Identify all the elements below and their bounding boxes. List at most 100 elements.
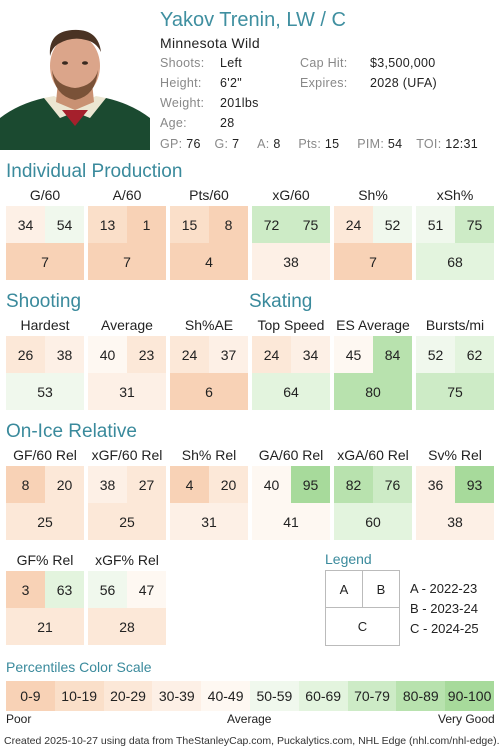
a-value: 8 [273, 137, 281, 151]
pim-value: 54 [387, 137, 403, 151]
metric-cell-ga-per-60-rel-c: 41 [252, 503, 330, 540]
metric-cell-top-speed-c: 64 [252, 373, 330, 410]
skating-title: Skating [249, 291, 313, 312]
metric-cell-xgf-per-60-rel-b: 27 [127, 466, 166, 503]
metric-cell-a-per-60-b: 1 [127, 206, 166, 243]
weight-label: Weight: [160, 96, 205, 110]
on-ice-relative-title: On-Ice Relative [6, 421, 137, 442]
legend-box-b: B [362, 570, 400, 608]
toi-value: 12:31 [445, 137, 479, 151]
metric-cell-top-speed-a: 24 [252, 336, 291, 373]
metric-header-xg-per-60: xG/60 [272, 187, 310, 203]
cap-value-row: $3,500,000 [370, 56, 436, 70]
metric-cell-gf-per-60-rel-c: 25 [6, 503, 84, 540]
metric-header-es-average: ES Average [336, 317, 410, 333]
metric-cell-gf-per-60-rel-b: 20 [45, 466, 84, 503]
metric-header-sv-pct-rel: Sv% Rel [428, 447, 482, 463]
g-value: 7 [232, 137, 240, 151]
metric-cell-pts-per-60-a: 15 [170, 206, 209, 243]
cap-label: Cap Hit: [300, 56, 348, 70]
scale-bin-6: 60-69 [298, 681, 348, 711]
age-label: Age: [160, 116, 187, 130]
metric-header-xga-per-60-rel: xGA/60 Rel [337, 447, 409, 463]
legend-box-c: C [325, 607, 400, 646]
individual-production-title: Individual Production [6, 161, 183, 182]
metric-cell-ga-per-60-rel-b: 95 [291, 466, 330, 503]
shoots-value-row: Left [220, 56, 242, 70]
age-row: Age: [160, 116, 187, 130]
metric-cell-xgf-pct-rel-b: 47 [127, 571, 166, 608]
metric-header-sh-pct-rel: Sh% Rel [181, 447, 237, 463]
metric-cell-sv-pct-rel-c: 38 [416, 503, 494, 540]
metric-cell-bursts-per-mi-b: 62 [455, 336, 494, 373]
height-value-row: 6'2" [220, 76, 242, 90]
metric-cell-sh-pct-b: 52 [373, 206, 412, 243]
a-label: A: [257, 137, 270, 151]
gp-label: GP: [160, 137, 183, 151]
metric-cell-xgf-pct-rel-a: 56 [88, 571, 127, 608]
metric-cell-sh-pct-c: 7 [334, 243, 412, 280]
metric-cell-average-c: 31 [88, 373, 166, 410]
age-value-row: 28 [220, 116, 235, 130]
metric-cell-xga-per-60-rel-b: 76 [373, 466, 412, 503]
metric-cell-g-per-60-b: 54 [45, 206, 84, 243]
metric-header-bursts-per-mi: Bursts/mi [425, 317, 485, 333]
metric-header-xsh-pct: xSh% [436, 187, 474, 203]
metric-cell-xga-per-60-rel-c: 60 [334, 503, 412, 540]
metric-cell-hardest-b: 38 [45, 336, 84, 373]
footer-credits: Created 2025-10-27 using data from TheSt… [4, 735, 500, 747]
metric-cell-xgf-per-60-rel-a: 38 [88, 466, 127, 503]
cap-value: $3,500,000 [370, 56, 436, 70]
metric-cell-xga-per-60-rel-a: 82 [334, 466, 373, 503]
metric-cell-a-per-60-a: 13 [88, 206, 127, 243]
metric-cell-sh-pct-rel-b: 20 [209, 466, 248, 503]
metric-cell-sh-pct-rel-c: 31 [170, 503, 248, 540]
player-name: Yakov Trenin, LW / C [160, 9, 346, 31]
scale-very-good-label: Very Good [438, 712, 495, 726]
metric-cell-hardest-c: 53 [6, 373, 84, 410]
scale-bin-8: 80-89 [396, 681, 446, 711]
metric-cell-xsh-pct-a: 51 [416, 206, 455, 243]
scale-poor-label: Poor [6, 712, 32, 726]
shoots-row: Shoots: [160, 56, 205, 70]
metric-cell-sv-pct-rel-b: 93 [455, 466, 494, 503]
metric-cell-gf-pct-rel-c: 21 [6, 608, 84, 645]
metric-header-xgf-pct-rel: xGF% Rel [95, 552, 159, 568]
player-team: Minnesota Wild [160, 35, 260, 51]
metric-cell-average-b: 23 [127, 336, 166, 373]
metric-header-average: Average [101, 317, 153, 333]
player-headshot-image [0, 29, 150, 150]
weight-value-row: 201lbs [220, 96, 259, 110]
metric-cell-xgf-pct-rel-c: 28 [88, 608, 166, 645]
metric-cell-top-speed-b: 34 [291, 336, 330, 373]
metric-cell-a-per-60-c: 7 [88, 243, 166, 280]
pim-label: PIM: [357, 137, 385, 151]
metric-cell-gf-per-60-rel-a: 8 [6, 466, 45, 503]
metric-cell-es-average-b: 84 [373, 336, 412, 373]
expires-value: 2028 (UFA) [370, 76, 437, 90]
metric-cell-xgf-per-60-rel-c: 25 [88, 503, 166, 540]
metric-cell-es-average-c: 80 [334, 373, 412, 410]
metric-header-hardest: Hardest [20, 317, 70, 333]
metric-cell-pts-per-60-c: 4 [170, 243, 248, 280]
season-stats-row: GP: 76 G: 7 A: 8 Pts: 15 PIM: 54 TOI: 12… [160, 137, 478, 151]
metric-header-sh-pctae: Sh%AE [184, 317, 234, 333]
weight-row: Weight: [160, 96, 204, 110]
player-photo [0, 0, 150, 150]
age-value: 28 [220, 116, 235, 130]
metric-cell-sh-pctae-a: 24 [170, 336, 209, 373]
scale-bin-5: 50-59 [250, 681, 299, 711]
height-value: 6'2" [220, 76, 242, 90]
gp-value: 76 [186, 137, 201, 151]
g-label: G: [214, 137, 229, 151]
metric-header-gf-pct-rel: GF% Rel [16, 552, 74, 568]
metric-header-ga-per-60-rel: GA/60 Rel [258, 447, 324, 463]
legend-line-a: A - 2022-23 [410, 581, 478, 596]
metric-header-g-per-60: G/60 [29, 187, 61, 203]
cap-row: Cap Hit: [300, 56, 348, 70]
pts-value: 15 [324, 137, 340, 151]
metric-header-a-per-60: A/60 [112, 187, 142, 203]
metric-header-pts-per-60: Pts/60 [189, 187, 229, 203]
metric-header-top-speed: Top Speed [257, 317, 325, 333]
scale-bin-9: 90-100 [445, 681, 494, 711]
